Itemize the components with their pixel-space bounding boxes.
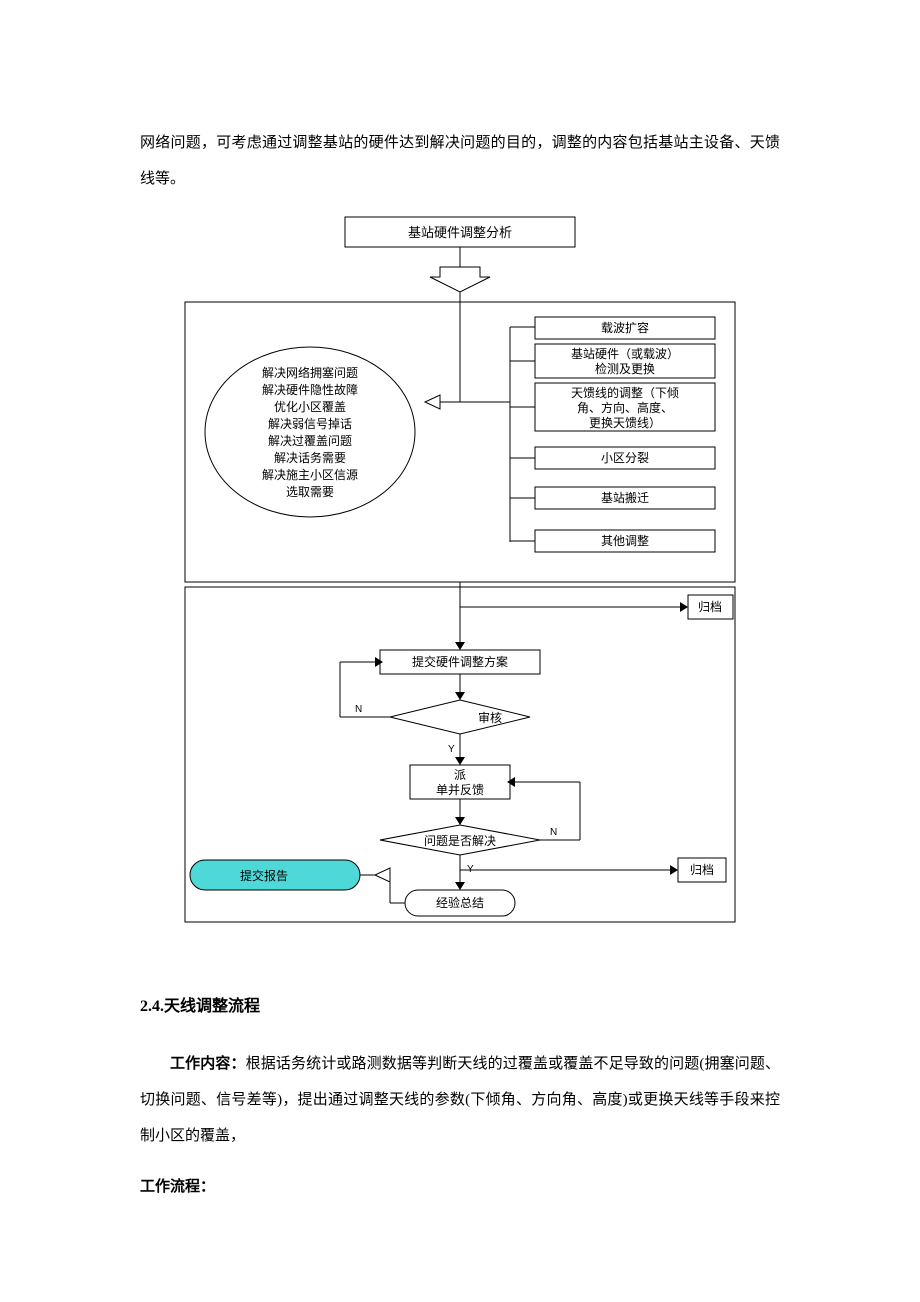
- svg-text:角、方向、高度、: 角、方向、高度、: [577, 400, 673, 415]
- diagram-title: 基站硬件调整分析: [408, 225, 512, 240]
- svg-text:解决施主小区信源: 解决施主小区信源: [262, 468, 358, 482]
- work-content-paragraph: 工作内容：根据话务统计或路测数据等判断天线的过覆盖或覆盖不足导致的问题(拥塞问题…: [140, 1046, 780, 1154]
- svg-text:选取需要: 选取需要: [286, 485, 334, 499]
- svg-text:归档: 归档: [690, 863, 714, 877]
- svg-text:其他调整: 其他调整: [601, 533, 649, 548]
- svg-text:Y: Y: [448, 744, 455, 755]
- svg-text:解决网络拥塞问题: 解决网络拥塞问题: [262, 365, 358, 380]
- svg-text:N: N: [550, 827, 557, 838]
- svg-text:解决过覆盖问题: 解决过覆盖问题: [268, 434, 352, 448]
- section-heading: 2.4.天线调整流程: [140, 992, 780, 1016]
- flowchart-diagram: 基站硬件调整分析 解决网络拥塞问题 解决硬件隐性故障 优化小区覆盖 解决弱信号掉…: [180, 212, 740, 932]
- svg-text:载波扩容: 载波扩容: [601, 320, 649, 335]
- svg-text:解决硬件隐性故障: 解决硬件隐性故障: [262, 382, 358, 397]
- svg-text:审核: 审核: [478, 710, 502, 725]
- svg-text:解决话务需要: 解决话务需要: [274, 450, 346, 465]
- svg-text:N: N: [355, 704, 362, 715]
- intro-paragraph: 网络问题，可考虑通过调整基站的硬件达到解决问题的目的，调整的内容包括基站主设备、…: [140, 125, 780, 197]
- svg-text:小区分裂: 小区分裂: [601, 451, 649, 465]
- svg-text:提交硬件调整方案: 提交硬件调整方案: [412, 654, 508, 669]
- page: 网络问题，可考虑通过调整基站的硬件达到解决问题的目的，调整的内容包括基站主设备、…: [0, 0, 920, 1280]
- svg-text:归档: 归档: [698, 600, 722, 614]
- svg-text:基站硬件（或载波）: 基站硬件（或载波）: [571, 347, 679, 361]
- svg-text:基站搬迁: 基站搬迁: [601, 490, 649, 505]
- svg-text:提交报告: 提交报告: [240, 868, 288, 883]
- svg-text:派: 派: [454, 768, 466, 782]
- svg-text:检测及更换: 检测及更换: [595, 361, 655, 376]
- svg-text:解决弱信号掉话: 解决弱信号掉话: [268, 417, 352, 431]
- work-content-label: 工作内容：: [170, 1056, 246, 1072]
- svg-text:问题是否解决: 问题是否解决: [424, 834, 496, 848]
- svg-text:更换天馈线）: 更换天馈线）: [589, 416, 661, 430]
- svg-text:天馈线的调整（下倾: 天馈线的调整（下倾: [571, 385, 679, 400]
- svg-text:经验总结: 经验总结: [436, 895, 484, 910]
- svg-text:优化小区覆盖: 优化小区覆盖: [274, 400, 346, 414]
- svg-text:单并反馈: 单并反馈: [436, 783, 484, 797]
- work-flow-label: 工作流程：: [140, 1169, 780, 1205]
